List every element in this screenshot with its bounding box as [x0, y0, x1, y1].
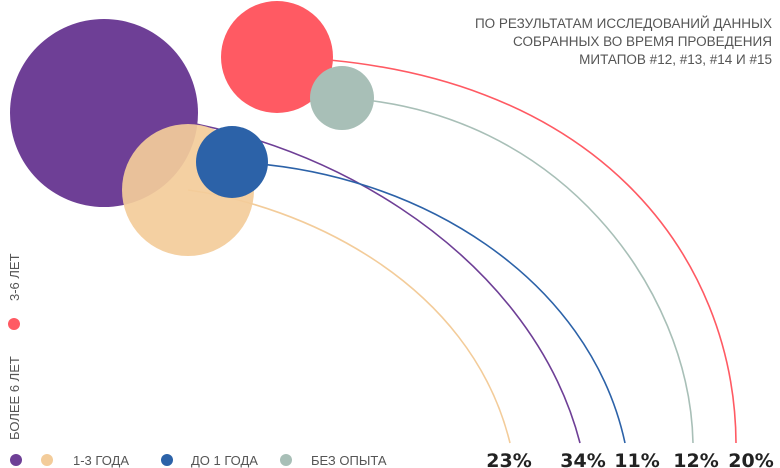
- bubble-under-1-year: [196, 126, 268, 198]
- subtitle-line-3: МИТАПОВ #12, #13, #14 И #15: [579, 52, 772, 67]
- legend-dot-no-experience: [280, 454, 292, 466]
- percent-label-no-experience: 12%: [673, 450, 718, 468]
- percent-label-under-1-year: 11%: [614, 450, 659, 468]
- subtitle-line-2: СОБРАННЫХ ВО ВРЕМЯ ПРОВЕДЕНИЯ: [513, 34, 772, 49]
- subtitle-line-1: ПО РЕЗУЛЬТАТАМ ИССЛЕДОВАНИЙ ДАННЫХ: [475, 16, 772, 31]
- legend-vertical: 3-6 ЛЕТ БОЛЕЕ 6 ЛЕТ: [7, 253, 22, 440]
- arc-under-1-year: [231, 161, 626, 444]
- bubble-no-experience: [310, 66, 374, 130]
- legend-dot-under-1-year: [161, 454, 173, 466]
- percent-labels: 34% 23% 11% 12% 20%: [486, 450, 773, 468]
- arc-3-6-years: [276, 56, 737, 444]
- percent-label-over-6-years: 34%: [560, 450, 605, 468]
- percent-label-1-3-years: 23%: [486, 450, 531, 468]
- legend-label-3-6-years: 3-6 ЛЕТ: [7, 253, 22, 301]
- bubbles-layer: [10, 1, 374, 256]
- legend-dot-over-6-years: [10, 454, 22, 466]
- arc-no-experience: [341, 97, 694, 444]
- legend-label-1-3-years: 1-3 ГОДА: [73, 453, 129, 468]
- legend-label-over-6-years: БОЛЕЕ 6 ЛЕТ: [7, 356, 22, 440]
- legend-label-under-1-year: ДО 1 ГОДА: [191, 453, 258, 468]
- legend-dot-1-3-years: [41, 454, 53, 466]
- legend-dot-3-6-years: [8, 318, 20, 330]
- legend-horizontal: 1-3 ГОДА ДО 1 ГОДА БЕЗ ОПЫТА: [10, 453, 387, 468]
- percent-label-3-6-years: 20%: [728, 450, 773, 468]
- legend-label-no-experience: БЕЗ ОПЫТА: [311, 453, 387, 468]
- subtitle: ПО РЕЗУЛЬТАТАМ ИССЛЕДОВАНИЙ ДАННЫХ СОБРА…: [475, 16, 772, 67]
- bubble-3-6-years: [221, 1, 333, 113]
